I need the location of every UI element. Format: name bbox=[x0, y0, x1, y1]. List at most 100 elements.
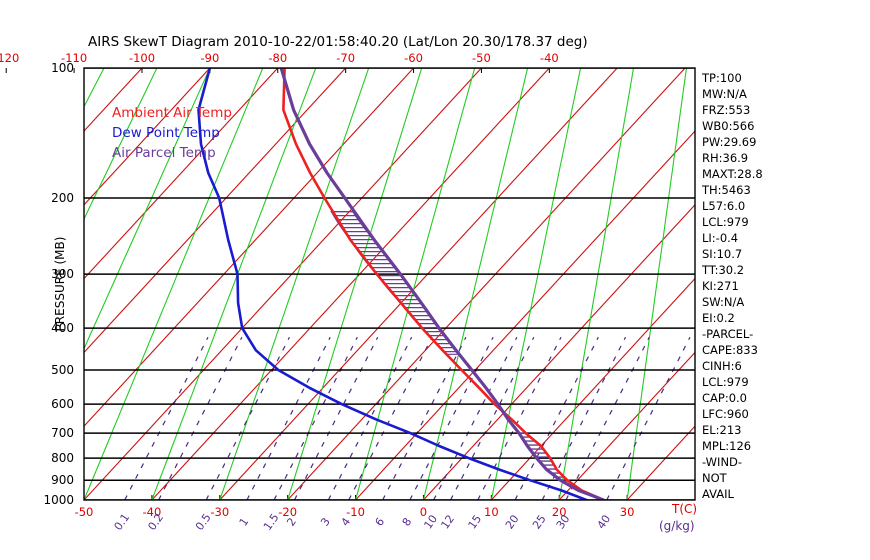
index-mwna: MW:N/A bbox=[702, 87, 747, 101]
bottom-temperature-axis: -50 -40 -30 -20 -10 0 10 20 30 bbox=[75, 495, 635, 519]
mixing-ratio-line bbox=[327, 336, 413, 500]
isotherm bbox=[84, 68, 347, 354]
index-l5760: L57:6.0 bbox=[702, 199, 745, 213]
isotherm bbox=[84, 68, 414, 428]
mixing-ratio-line bbox=[124, 336, 209, 500]
bottom-temp-tick-30: 30 bbox=[620, 505, 635, 519]
index-wb0566: WB0:566 bbox=[702, 119, 754, 133]
isotherm bbox=[287, 68, 686, 500]
legend-dewpoint-label: Dew Point Temp bbox=[112, 125, 220, 141]
page-title: AIRS SkewT Diagram 2010-10-22/01:58:40.2… bbox=[88, 34, 588, 50]
sounding-curves bbox=[197, 68, 605, 500]
pressure-tick-700: 700 bbox=[51, 426, 74, 440]
index-lcl979: LCL:979 bbox=[702, 375, 749, 389]
bottom-temp-tick-10: 10 bbox=[484, 505, 499, 519]
isotherm bbox=[558, 351, 695, 500]
mixing-ratio-line bbox=[606, 336, 691, 500]
index-parcel: -PARCEL- bbox=[702, 327, 753, 341]
pressure-gridlines bbox=[84, 68, 695, 500]
indices-panel: TP:100 MW:N/A FRZ:553 WB0:566 PW:29.69 RH:36.… bbox=[701, 71, 763, 501]
pressure-tick-900: 900 bbox=[51, 473, 74, 487]
isotherm bbox=[84, 68, 211, 206]
moist-adiabat bbox=[84, 68, 264, 500]
index-lcl979: LCL:979 bbox=[702, 215, 749, 229]
isotherm bbox=[219, 68, 618, 500]
pressure-axis-labels: 100 200 300 400 500 600 700 800 900 1000 bbox=[43, 61, 74, 507]
pressure-axis-title: PRESSURE (MB) bbox=[53, 237, 67, 332]
temperature-axis-title: T(C) bbox=[671, 502, 697, 516]
mixing-ratio-line bbox=[205, 336, 290, 500]
index-maxt288: MAXT:28.8 bbox=[702, 167, 763, 181]
mixing-ratio-line bbox=[158, 336, 243, 500]
moist-adiabat bbox=[219, 68, 370, 500]
top-temp-tick--80: -80 bbox=[268, 51, 287, 65]
isotherm bbox=[84, 68, 279, 280]
mixing-ratio-line bbox=[348, 336, 433, 500]
mixing-ratio-line bbox=[246, 336, 331, 500]
mixing-ratio-line bbox=[514, 336, 599, 500]
index-pw2969: PW:29.69 bbox=[702, 135, 756, 149]
top-temp-tick--90: -90 bbox=[200, 51, 219, 65]
ambient-temp-curve bbox=[282, 68, 605, 500]
pressure-tick-500: 500 bbox=[51, 363, 74, 377]
top-temp-tick--50: -50 bbox=[472, 51, 491, 65]
bottom-temp-tick--10: -10 bbox=[346, 505, 365, 519]
moist-adiabat bbox=[626, 68, 688, 500]
mixing-ratio-line bbox=[541, 336, 627, 500]
pressure-tick-300: 300 bbox=[51, 267, 74, 281]
index-el213: EL:213 bbox=[702, 423, 742, 437]
top-temp-tick--60: -60 bbox=[404, 51, 423, 65]
pressure-tick-400: 400 bbox=[51, 321, 74, 335]
bottom-temp-tick-20: 20 bbox=[552, 505, 567, 519]
isotherm bbox=[423, 204, 695, 500]
index-lfc960: LFC:960 bbox=[702, 407, 749, 421]
index-ei02: EI:0.2 bbox=[702, 311, 735, 325]
moist-adiabat bbox=[151, 68, 317, 500]
top-temp-tick--120: -120 bbox=[0, 51, 19, 65]
moist-adiabat bbox=[422, 68, 529, 500]
isotherm bbox=[151, 68, 550, 500]
isotherm bbox=[490, 277, 695, 500]
mixing-ratio-line bbox=[477, 336, 562, 500]
pressure-tick-200: 200 bbox=[51, 191, 74, 205]
mixing-ratio-line bbox=[565, 336, 650, 500]
index-th5463: TH:5463 bbox=[701, 183, 751, 197]
dewpoint-temp-curve bbox=[197, 68, 588, 500]
index-li04: LI:-0.4 bbox=[702, 231, 738, 245]
isotherm bbox=[84, 68, 482, 500]
mixing-ratio-line bbox=[273, 336, 358, 500]
index-cinh6: CINH:6 bbox=[702, 359, 742, 373]
index-avail: AVAIL bbox=[702, 487, 735, 501]
index-tt302: TT:30.2 bbox=[701, 263, 744, 277]
pressure-tick-1000: 1000 bbox=[43, 493, 74, 507]
index-cape833: CAPE:833 bbox=[702, 343, 758, 357]
parcel-temp-curve bbox=[279, 68, 605, 500]
bottom-temp-tick--40: -40 bbox=[142, 505, 161, 519]
index-rh369: RH:36.9 bbox=[702, 151, 748, 165]
mixing-ratio-axis-title: (g/kg) bbox=[659, 519, 695, 533]
top-temp-tick--110: -110 bbox=[61, 51, 87, 65]
index-swna: SW:N/A bbox=[702, 295, 744, 309]
bottom-temp-tick--30: -30 bbox=[210, 505, 229, 519]
index-not: NOT bbox=[702, 471, 728, 485]
bottom-temp-tick--50: -50 bbox=[75, 505, 94, 519]
isotherm-lines bbox=[84, 68, 695, 500]
top-temp-tick--40: -40 bbox=[540, 51, 559, 65]
index-frz553: FRZ:553 bbox=[702, 103, 750, 117]
isotherm bbox=[626, 425, 695, 500]
index-ki271: KI:271 bbox=[702, 279, 739, 293]
top-temperature-axis: -120 -110 -100 -90 -80 -70 -60 -50 -40 bbox=[0, 51, 559, 73]
pressure-tick-600: 600 bbox=[51, 397, 74, 411]
bottom-temp-tick--20: -20 bbox=[278, 505, 297, 519]
pressure-tick-800: 800 bbox=[51, 451, 74, 465]
isotherm bbox=[355, 130, 695, 500]
top-temp-tick--70: -70 bbox=[336, 51, 355, 65]
bottom-temp-tick-0: 0 bbox=[420, 505, 427, 519]
mixing-ratio-line bbox=[409, 336, 494, 500]
legend-ambient-label: Ambient Air Temp bbox=[112, 105, 232, 121]
moist-adiabat bbox=[84, 68, 211, 351]
moist-adiabat-lines bbox=[84, 68, 695, 500]
moist-adiabat bbox=[558, 68, 635, 500]
mixing-ratio-line bbox=[293, 336, 379, 500]
